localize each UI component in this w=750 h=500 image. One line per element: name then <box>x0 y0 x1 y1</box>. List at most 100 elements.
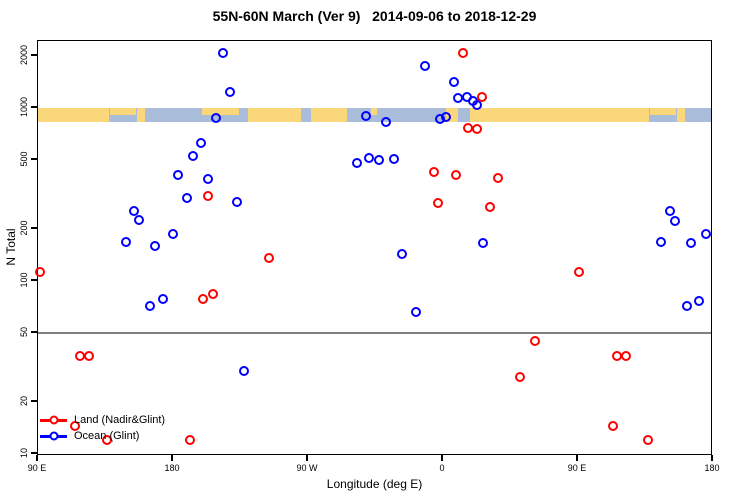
data-point-land <box>621 350 631 361</box>
data-point-ocean <box>364 152 375 163</box>
y-tick-mark <box>31 158 37 160</box>
data-point-ocean <box>664 205 675 216</box>
y-tick-label: 2000 <box>19 44 29 65</box>
data-point-land <box>484 202 495 213</box>
data-point-ocean <box>157 293 168 304</box>
data-point-ocean <box>397 248 408 259</box>
x-tick-label: 90 E <box>567 463 587 473</box>
map-band-land-segment <box>311 108 347 122</box>
data-point-ocean <box>225 86 235 97</box>
data-point-ocean <box>694 295 705 306</box>
x-tick-mark <box>171 455 173 461</box>
data-point-land <box>198 293 208 304</box>
data-point-land <box>472 124 483 135</box>
data-point-ocean <box>411 307 421 318</box>
data-point-ocean <box>232 197 243 208</box>
x-axis-label: Longitude (deg E) <box>326 477 423 491</box>
x-tick-mark <box>306 455 308 461</box>
y-tick-label: 100 <box>19 272 29 288</box>
data-point-ocean <box>655 236 666 247</box>
data-point-land <box>643 435 654 446</box>
x-tick-label: 0 <box>439 463 445 473</box>
data-point-ocean <box>670 216 681 227</box>
map-band-land-segment <box>201 108 239 115</box>
data-point-land <box>264 253 274 264</box>
y-tick-mark <box>31 227 37 229</box>
x-tick-label: 90 W <box>296 463 318 473</box>
y-tick-mark <box>31 400 37 402</box>
data-point-land <box>514 371 525 382</box>
x-tick-mark <box>36 455 38 461</box>
data-point-ocean <box>211 113 222 124</box>
plot-area <box>34 40 712 455</box>
data-point-land <box>429 166 439 177</box>
legend-label-land: Land (Nadir&Glint) <box>74 414 166 426</box>
data-point-ocean <box>129 205 139 216</box>
data-point-ocean <box>187 151 198 162</box>
data-point-land <box>451 169 462 180</box>
legend: Land (Nadir&Glint) Ocean (Glint) <box>40 412 165 444</box>
data-point-ocean <box>448 76 459 87</box>
data-point-ocean <box>441 111 451 122</box>
legend-item-land: Land (Nadir&Glint) <box>40 412 165 428</box>
data-point-ocean <box>181 193 192 204</box>
x-tick-label: 180 <box>704 463 720 473</box>
data-point-ocean <box>168 228 178 239</box>
legend-item-ocean: Ocean (Glint) <box>40 428 165 444</box>
data-point-ocean <box>685 238 696 249</box>
land-marker-icon <box>40 415 67 426</box>
data-point-ocean <box>352 157 363 168</box>
data-point-land <box>457 48 468 59</box>
data-point-ocean <box>388 153 399 164</box>
y-tick-label: 200 <box>19 220 29 236</box>
map-band-land-segment <box>470 108 649 122</box>
reference-line-50 <box>38 332 711 335</box>
data-point-ocean <box>145 300 156 311</box>
map-band-land-segment <box>371 108 377 115</box>
map-band-land-segment <box>110 108 136 115</box>
legend-label-ocean: Ocean (Glint) <box>74 430 140 442</box>
y-axis-label: N Total <box>4 228 18 266</box>
map-band-land-segment <box>650 108 676 115</box>
y-tick-label: 50 <box>19 327 29 338</box>
y-tick-mark <box>31 279 37 281</box>
map-band-land-segment <box>38 108 110 122</box>
x-tick-mark <box>576 455 578 461</box>
data-point-ocean <box>381 116 391 127</box>
y-tick-mark <box>31 331 37 333</box>
data-point-ocean <box>133 215 144 226</box>
map-band-land-segment <box>677 108 685 122</box>
data-point-land <box>202 190 213 201</box>
chart-title: 55N-60N March (Ver 9) 2014-09-06 to 2018… <box>212 8 537 24</box>
x-tick-mark <box>441 455 443 461</box>
data-point-ocean <box>121 236 132 247</box>
data-point-ocean <box>373 154 384 165</box>
data-point-land <box>529 335 540 346</box>
data-point-ocean <box>238 366 249 377</box>
y-tick-label: 10 <box>19 447 29 459</box>
data-point-ocean <box>202 173 213 184</box>
y-tick-mark <box>31 452 37 454</box>
y-tick-mark <box>31 54 37 56</box>
data-point-ocean <box>172 169 183 180</box>
data-point-land <box>607 421 618 432</box>
data-point-ocean <box>682 300 693 311</box>
y-tick-label: 500 <box>19 151 29 167</box>
data-point-land <box>184 435 195 446</box>
data-point-ocean <box>472 100 483 111</box>
data-point-ocean <box>217 48 228 59</box>
map-band-land-segment <box>137 108 145 122</box>
data-point-ocean <box>361 110 372 121</box>
data-point-land <box>574 267 585 278</box>
data-point-land <box>208 289 219 300</box>
data-point-land <box>84 350 94 361</box>
data-point-ocean <box>150 240 160 251</box>
y-tick-label: 1000 <box>19 96 29 118</box>
ocean-marker-icon <box>40 431 67 442</box>
x-tick-label: 90 E <box>27 463 47 473</box>
data-point-ocean <box>196 138 207 149</box>
data-point-ocean <box>478 238 489 249</box>
x-tick-mark <box>711 455 713 461</box>
data-point-ocean <box>700 229 711 240</box>
